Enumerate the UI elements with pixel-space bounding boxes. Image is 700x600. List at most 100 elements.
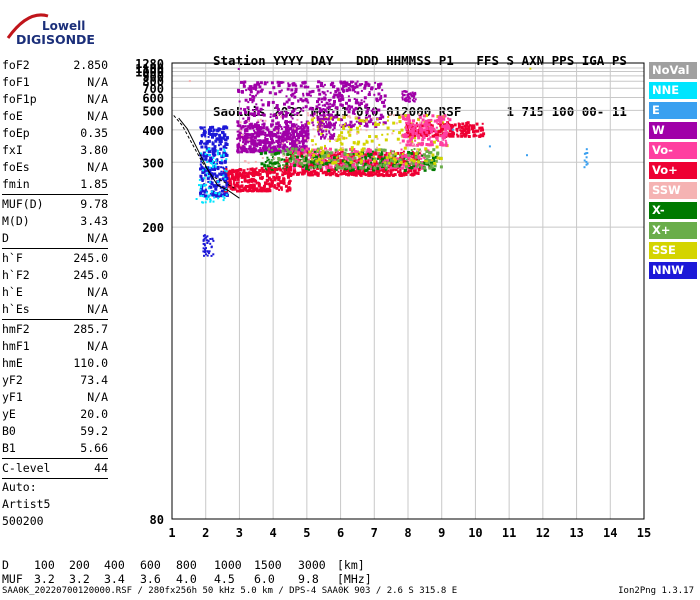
echo-point xyxy=(328,156,331,160)
echo-point xyxy=(370,86,374,90)
legend-item-nnw: NNW xyxy=(649,262,697,279)
param-row: foE N/A xyxy=(2,108,108,125)
echo-point xyxy=(428,127,432,131)
echo-point xyxy=(288,187,292,191)
echo-point xyxy=(207,240,210,243)
echo-point xyxy=(239,185,242,188)
echo-point xyxy=(255,83,258,86)
echo-point xyxy=(285,162,289,166)
echo-point xyxy=(422,166,425,169)
echo-point xyxy=(585,148,588,151)
echo-point xyxy=(278,157,281,160)
echo-point xyxy=(224,125,228,129)
echo-point xyxy=(366,82,370,86)
echo-point xyxy=(248,133,252,137)
echo-point xyxy=(273,141,276,144)
echo-point xyxy=(425,127,429,130)
echo-point xyxy=(302,134,305,138)
echo-point xyxy=(200,145,204,149)
echo-point xyxy=(414,139,417,142)
echo-point xyxy=(432,140,436,144)
echo-point xyxy=(377,148,381,152)
x-tick-label: 7 xyxy=(371,526,378,540)
echo-point xyxy=(288,180,291,184)
echo-point xyxy=(466,121,469,124)
table-cell: 1000 xyxy=(214,558,242,572)
echo-point xyxy=(335,156,338,159)
echo-point xyxy=(333,168,336,171)
echo-point xyxy=(378,143,381,146)
echo-point xyxy=(253,187,257,191)
echo-point xyxy=(318,133,320,136)
echo-point xyxy=(374,123,377,127)
echo-point xyxy=(401,114,405,118)
echo-point xyxy=(303,162,306,165)
echo-point xyxy=(287,137,291,141)
echo-point xyxy=(338,134,342,138)
x-tick-label: 10 xyxy=(468,526,482,540)
echo-point xyxy=(329,173,332,176)
echo-point xyxy=(236,171,239,174)
echo-point xyxy=(320,137,322,140)
echo-point xyxy=(220,166,223,169)
param-label: hmF1 xyxy=(2,339,30,353)
echo-point xyxy=(423,128,427,132)
echo-point xyxy=(401,92,404,95)
echo-point xyxy=(354,101,358,105)
echo-point xyxy=(321,131,324,133)
echo-point xyxy=(332,111,335,113)
echo-point xyxy=(331,161,335,165)
echo-point xyxy=(400,148,403,151)
echo-point xyxy=(312,112,316,116)
echo-point xyxy=(357,116,361,120)
echo-point xyxy=(203,254,205,257)
echo-point xyxy=(255,94,257,97)
echo-point xyxy=(421,154,424,157)
echo-point xyxy=(332,123,336,127)
echo-point xyxy=(205,247,207,250)
echo-point xyxy=(283,126,286,129)
software-version: Ion2Png 1.3.17 xyxy=(618,586,694,596)
echo-point xyxy=(199,174,203,178)
param-row: hmE 110.0 xyxy=(2,355,108,372)
echo-point xyxy=(242,169,246,173)
echo-point xyxy=(264,138,268,142)
echo-point xyxy=(425,160,428,163)
echo-point xyxy=(307,139,309,142)
echo-point xyxy=(268,161,272,165)
echo-point xyxy=(406,93,409,96)
echo-point xyxy=(297,132,301,136)
echo-point xyxy=(215,137,219,141)
echo-point xyxy=(353,113,356,115)
echo-point xyxy=(332,118,334,121)
echo-point xyxy=(421,162,424,165)
echo-point xyxy=(348,83,351,87)
echo-point xyxy=(345,137,348,140)
echo-point xyxy=(405,168,407,171)
echo-point xyxy=(412,119,415,123)
echo-point xyxy=(421,118,425,122)
echo-point xyxy=(352,148,356,151)
table-cell: 3.6 xyxy=(140,572,161,586)
echo-point xyxy=(240,175,243,178)
echo-point xyxy=(223,138,226,141)
echo-point xyxy=(365,118,368,122)
echo-point xyxy=(419,165,422,168)
echo-point xyxy=(206,241,209,244)
param-value: N/A xyxy=(87,390,108,404)
echo-point xyxy=(330,122,333,125)
echo-point xyxy=(305,133,309,137)
echo-point xyxy=(301,165,304,168)
echo-point xyxy=(239,168,243,172)
echo-point xyxy=(457,123,461,127)
echo-point xyxy=(402,117,406,121)
legend-item-nne: NNE xyxy=(649,82,697,99)
echo-point xyxy=(285,159,289,163)
echo-point xyxy=(229,184,233,188)
echo-point xyxy=(257,184,261,188)
echo-point xyxy=(279,111,283,115)
echo-point xyxy=(331,113,334,116)
echo-point xyxy=(202,151,206,155)
echo-point xyxy=(316,121,319,124)
echo-point xyxy=(359,101,363,105)
